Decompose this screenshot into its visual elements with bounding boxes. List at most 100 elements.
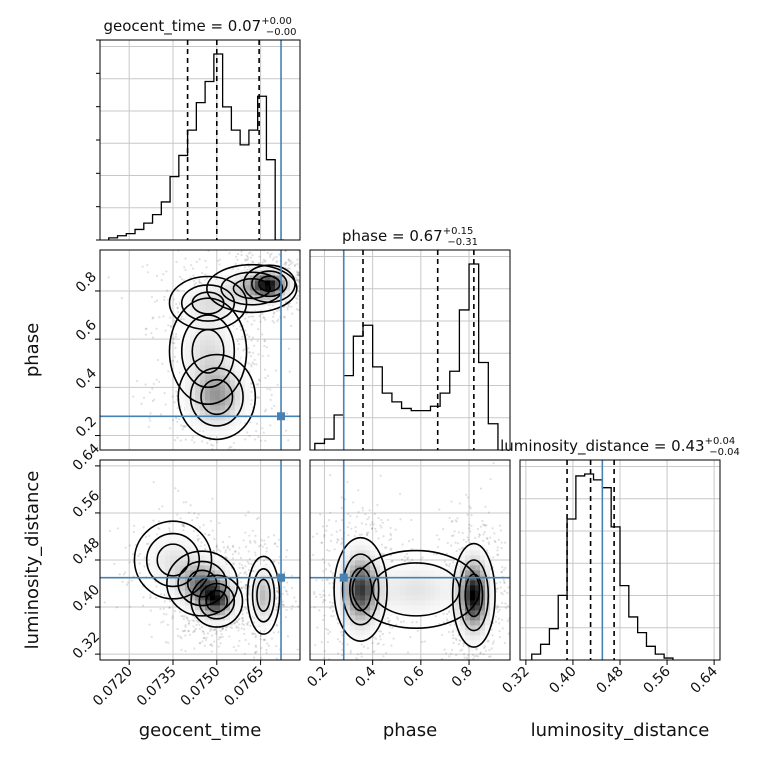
density-cell (220, 365, 226, 371)
density-cell (220, 565, 226, 571)
density-cell (280, 280, 286, 286)
sample-point (470, 514, 473, 517)
sample-point (312, 535, 315, 538)
density-cell (270, 600, 276, 606)
density-cell (205, 340, 211, 346)
sample-point (328, 601, 332, 604)
density-cell (225, 430, 231, 436)
sample-point (251, 260, 254, 263)
sample-point (152, 316, 155, 319)
sample-point (239, 556, 242, 560)
density-cell (230, 290, 236, 296)
sample-point (329, 511, 332, 514)
sample-point (146, 263, 149, 267)
sample-point (116, 527, 120, 530)
sample-point (221, 540, 225, 544)
density-cell (275, 290, 281, 296)
density-cell (190, 555, 196, 561)
density-cell (235, 310, 241, 316)
sample-point (180, 637, 183, 640)
sample-point (304, 275, 306, 277)
density-cell (220, 380, 226, 386)
density-cell (180, 590, 186, 596)
density-cell (195, 600, 201, 606)
contour-line (180, 284, 236, 322)
sample-point (283, 571, 286, 574)
sample-point (238, 617, 241, 620)
sample-point (147, 425, 150, 429)
density-cell (175, 595, 181, 601)
sample-point (371, 521, 374, 524)
sample-point (271, 258, 274, 261)
sample-point (381, 521, 384, 524)
density-cell (220, 330, 226, 336)
density-cell (165, 570, 171, 576)
density-cell (190, 415, 196, 421)
density-cell (250, 280, 256, 286)
sample-point (329, 570, 333, 573)
sample-point (411, 558, 414, 562)
sample-point (479, 525, 482, 528)
density-cell (270, 585, 276, 591)
sample-point (258, 315, 261, 318)
sample-point (192, 279, 196, 282)
sample-point (187, 630, 190, 633)
density-cell (270, 275, 276, 281)
density-cell (200, 555, 206, 561)
sample-point (262, 431, 265, 434)
sample-point (162, 620, 165, 623)
sample-point (257, 453, 259, 455)
sample-point (265, 550, 268, 553)
scatter-panel-phase-vs-luminosity_distance (309, 459, 511, 661)
sample-point (281, 592, 284, 595)
sample-point (174, 346, 177, 350)
density-cell (190, 305, 196, 311)
sample-point (263, 340, 266, 343)
contour-line (177, 560, 228, 607)
contour-line (191, 328, 225, 374)
sample-point (214, 632, 218, 636)
density-cell (210, 430, 216, 436)
sample-point (180, 315, 183, 318)
sample-point (176, 407, 179, 410)
density-cell (250, 290, 256, 296)
density-cell (200, 550, 206, 556)
sample-point (446, 619, 449, 622)
sample-point (395, 616, 399, 619)
sample-point (487, 542, 491, 546)
sample-point (265, 648, 268, 652)
contour-line (177, 353, 257, 441)
sample-point (219, 636, 222, 639)
sample-point (235, 255, 238, 258)
density-cell (245, 410, 251, 416)
sample-point (272, 315, 275, 318)
sample-point (221, 627, 224, 630)
sample-point (356, 653, 360, 656)
density-cell (200, 415, 206, 421)
sample-point (273, 560, 276, 563)
density-cell (200, 330, 206, 336)
sample-point (248, 539, 252, 543)
density-cell (185, 545, 191, 551)
sample-point (496, 610, 500, 613)
sample-point (454, 637, 457, 640)
sample-point (320, 324, 322, 326)
sample-point (120, 297, 123, 300)
sample-point (263, 410, 266, 413)
sample-point (138, 552, 142, 556)
title-plus: +0.00 (261, 16, 292, 27)
sample-point (349, 514, 352, 518)
density-cell (215, 560, 221, 566)
sample-point (187, 629, 190, 633)
sample-point (457, 643, 461, 646)
sample-point (468, 527, 471, 530)
sample-point (210, 634, 214, 637)
sample-point (376, 503, 379, 507)
density-cell (195, 425, 201, 431)
sample-point (198, 526, 201, 529)
sample-point (276, 590, 279, 593)
sample-point (321, 579, 324, 582)
sample-point (168, 529, 171, 532)
sample-point (128, 561, 131, 564)
sample-point (300, 287, 302, 289)
